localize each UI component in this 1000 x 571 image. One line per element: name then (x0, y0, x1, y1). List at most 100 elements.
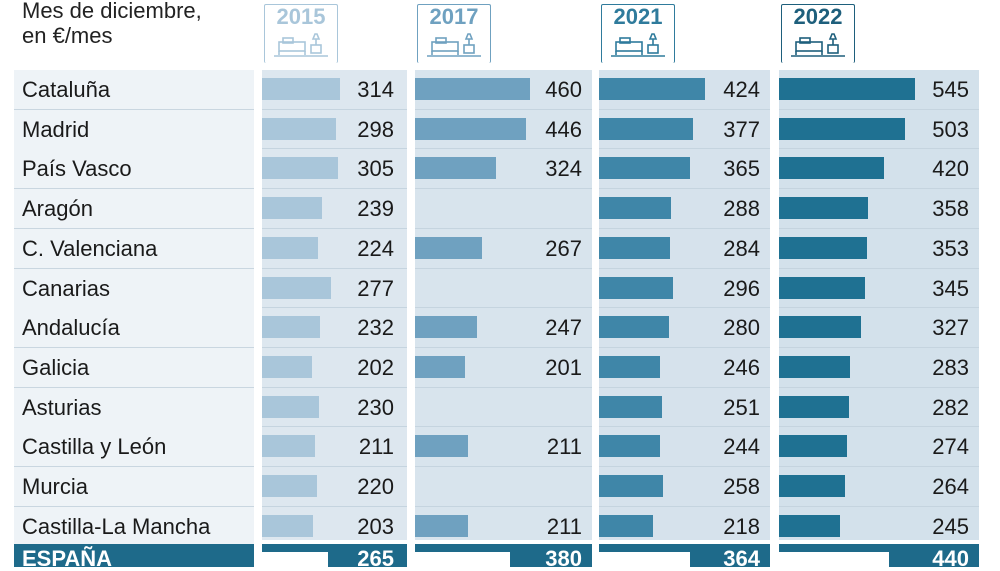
region-label: Castilla y León (22, 434, 167, 460)
row-background (14, 506, 254, 547)
total-value-label: 364 (723, 546, 760, 571)
year-header-2015: 2015 (264, 4, 338, 63)
bar-value-label: 245 (932, 513, 969, 539)
bar-value-label: 283 (932, 354, 969, 380)
year-label: 2022 (793, 4, 843, 29)
bar-2022 (779, 197, 868, 220)
bar-value-label: 424 (723, 77, 760, 102)
bar-value-label: 353 (932, 235, 969, 261)
row-divider (415, 505, 592, 507)
total-label: ESPAÑA (22, 546, 113, 571)
bar-value-label: 224 (357, 235, 394, 261)
row-divider (599, 426, 770, 428)
bar-2021 (599, 197, 671, 220)
row-divider (262, 386, 407, 388)
row-divider (415, 108, 592, 110)
bar-value-label: 251 (723, 394, 760, 420)
bar-value-label: 503 (932, 116, 969, 142)
bar-2015 (262, 355, 312, 378)
bar-2021 (599, 157, 690, 180)
bar-2017 (415, 355, 465, 378)
bar-2015 (262, 78, 340, 100)
bar-2015 (262, 395, 319, 418)
row-divider (415, 148, 592, 150)
bar-value-label: 244 (723, 434, 760, 460)
bar-2021 (599, 236, 670, 259)
row-background (14, 308, 254, 349)
bar-value-label: 211 (358, 434, 394, 460)
row-background (14, 387, 254, 428)
row-divider (599, 148, 770, 150)
row-divider (599, 108, 770, 110)
bar-value-label: 220 (357, 474, 394, 499)
bar-value-label: 446 (545, 116, 582, 142)
total-bar-2017 (415, 552, 510, 567)
row-divider (599, 386, 770, 388)
bar-value-label: 358 (932, 196, 969, 222)
bar-2022 (779, 514, 840, 537)
region-label: Aragón (22, 196, 93, 222)
region-label: Madrid (22, 116, 90, 142)
bar-value-label: 545 (932, 77, 969, 102)
bar-value-label: 218 (723, 513, 760, 539)
row-background (14, 427, 254, 468)
row-background (14, 467, 254, 507)
bed-icon (791, 33, 845, 57)
column-background-2022 (779, 70, 979, 540)
region-label: País Vasco (22, 156, 132, 182)
year-label: 2021 (613, 4, 663, 29)
row-background (14, 347, 254, 388)
row-background (14, 228, 254, 269)
bar-2017 (415, 236, 482, 259)
row-divider (599, 227, 770, 229)
bar-value-label: 274 (932, 434, 969, 460)
bar-value-label: 288 (723, 196, 760, 222)
total-bar-2021 (599, 552, 690, 567)
bar-2021 (599, 475, 663, 497)
row-divider (262, 148, 407, 150)
bar-2021 (599, 316, 669, 339)
row-divider (415, 307, 592, 309)
region-label: Canarias (22, 275, 111, 301)
column-background-2017 (415, 70, 592, 540)
row-divider (599, 188, 770, 190)
year-label: 2015 (276, 4, 326, 29)
row-divider (415, 227, 592, 229)
bed-icon (274, 33, 328, 57)
row-divider (779, 307, 979, 309)
bar-2022 (779, 316, 861, 339)
bar-value-label: 264 (932, 474, 969, 499)
bar-2015 (262, 514, 313, 537)
row-divider (262, 307, 407, 309)
column-background-2015 (262, 70, 407, 540)
bar-2021 (599, 78, 705, 100)
row-background (14, 70, 254, 110)
total-value-label: 265 (357, 546, 394, 571)
row-divider (415, 346, 592, 348)
bar-value-label: 282 (932, 394, 969, 420)
subtitle-line-1: Mes de diciembre, (22, 0, 202, 23)
region-label: Galicia (22, 354, 90, 380)
bar-value-label: 314 (357, 77, 394, 102)
bar-2015 (262, 435, 315, 458)
bar-2022 (779, 475, 845, 497)
region-label: C. Valenciana (22, 235, 158, 261)
row-divider (262, 108, 407, 110)
bar-value-label: 298 (357, 116, 394, 142)
row-divider (262, 188, 407, 190)
row-divider (779, 188, 979, 190)
total-value-label: 380 (545, 546, 582, 571)
bar-value-label: 324 (545, 156, 582, 182)
bar-2021 (599, 355, 660, 378)
bar-2021 (599, 395, 662, 418)
row-divider (415, 466, 592, 467)
bar-value-label: 202 (357, 354, 394, 380)
bar-2022 (779, 276, 865, 299)
bar-2017 (415, 78, 530, 100)
row-background (14, 268, 254, 309)
bar-value-label: 280 (723, 315, 760, 341)
bar-2015 (262, 475, 317, 497)
year-header-2022: 2022 (781, 4, 855, 63)
bar-2015 (262, 197, 322, 220)
bar-value-label: 232 (357, 315, 394, 341)
